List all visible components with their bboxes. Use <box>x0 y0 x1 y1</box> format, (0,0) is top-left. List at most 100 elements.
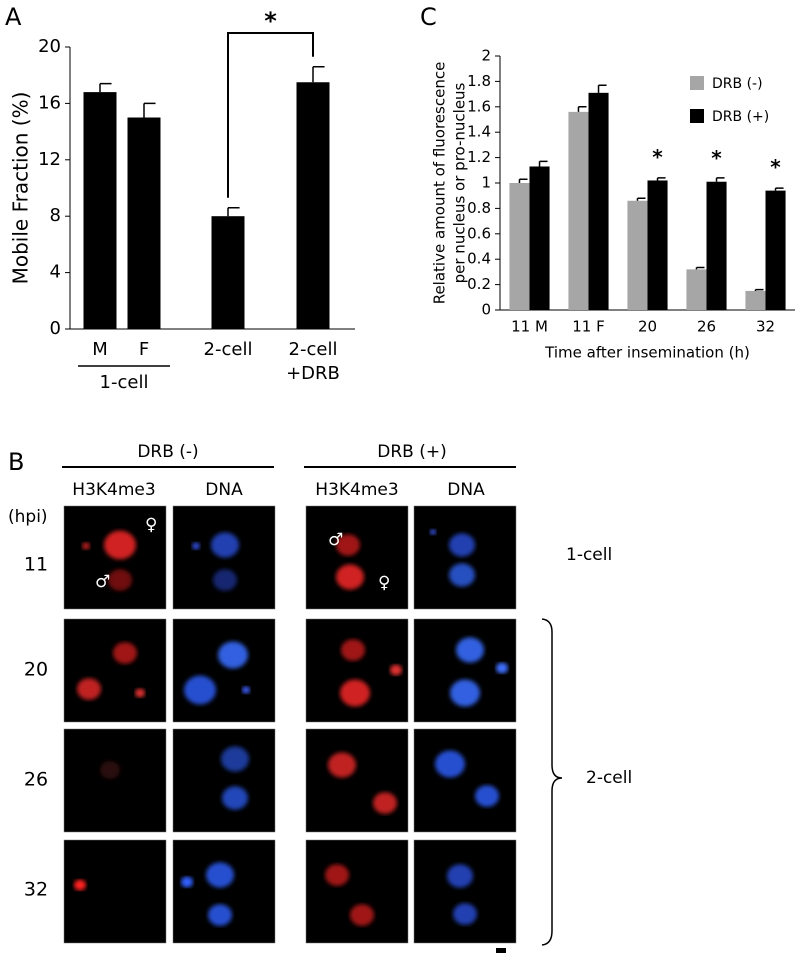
y-axis-label: per nucleus or pro-nucleus <box>451 82 469 283</box>
y-tick-label: 16 <box>38 92 61 113</box>
micrograph <box>172 839 276 944</box>
error-bar <box>695 266 705 270</box>
bar <box>568 111 589 310</box>
column-header: H3K4me3 <box>315 480 398 500</box>
bar <box>211 216 245 329</box>
micrograph <box>63 728 167 833</box>
nucleus <box>113 642 137 664</box>
micrograph <box>305 728 409 833</box>
nucleus <box>184 675 216 705</box>
nucleus <box>104 530 136 560</box>
nucleus <box>221 746 249 772</box>
x-tick-label: 26 <box>697 318 716 336</box>
micrograph <box>413 728 517 833</box>
y-tick-label: 8 <box>50 205 61 226</box>
nucleus <box>135 688 145 698</box>
error-bar <box>597 84 607 93</box>
error-bar <box>656 177 666 181</box>
column-header: DNA <box>205 480 243 500</box>
nucleus <box>328 752 356 778</box>
micrograph <box>63 839 167 944</box>
nucleus <box>192 542 200 550</box>
error-bar <box>715 177 725 182</box>
bar <box>127 117 161 329</box>
y-tick-label: 0.4 <box>467 250 491 268</box>
y-tick-label: 0.2 <box>467 275 491 293</box>
error-bar <box>227 206 240 217</box>
nucleus <box>336 534 360 556</box>
nucleus <box>211 532 239 558</box>
legend-swatch <box>690 109 704 123</box>
group-label: 1-cell <box>100 372 149 393</box>
significance: * <box>652 145 663 169</box>
y-tick-label: 12 <box>38 149 61 170</box>
nucleus <box>496 662 508 674</box>
error-bar <box>538 160 548 167</box>
micrograph <box>413 505 517 610</box>
bar <box>296 82 330 329</box>
nucleus <box>340 679 370 707</box>
significance: * <box>770 155 781 179</box>
y-axis-label: Relative amount of fluorescence <box>431 62 449 305</box>
bar <box>686 269 707 310</box>
x-tick-label: 11 F <box>572 318 604 336</box>
x-tick-label: F <box>139 339 149 360</box>
x-tick-label: M <box>92 339 108 360</box>
bar <box>529 166 550 310</box>
error-bar <box>312 65 325 83</box>
significance: * <box>264 7 277 35</box>
symbol: ♀ <box>145 515 157 535</box>
nucleus <box>390 664 402 676</box>
micrograph <box>413 839 517 944</box>
symbol: ♂ <box>95 572 110 592</box>
x-tick-label: +DRB <box>286 363 340 384</box>
row-label: 20 <box>24 659 48 681</box>
y-tick-label: 0.6 <box>467 224 491 242</box>
y-tick-label: 4 <box>50 262 61 283</box>
symbol: ♀ <box>378 573 390 593</box>
bar <box>83 92 117 330</box>
bar <box>745 290 766 310</box>
nucleus <box>341 639 365 661</box>
y-tick-label: 0.8 <box>467 199 491 217</box>
nucleus <box>222 786 248 810</box>
group-header: DRB (+) <box>377 442 446 462</box>
panel-label: C <box>420 3 437 31</box>
nucleus <box>456 637 484 663</box>
panel-label: A <box>5 3 22 31</box>
nucleus <box>447 864 473 888</box>
micrograph <box>172 618 276 723</box>
y-tick-label: 1 <box>481 174 491 192</box>
symbol: ♂ <box>328 530 343 550</box>
nucleus <box>373 792 397 814</box>
nucleus <box>350 904 374 926</box>
nucleus <box>218 641 248 669</box>
nucleus <box>336 564 364 590</box>
nucleus <box>430 529 436 535</box>
x-tick-label: 2-cell <box>204 339 253 360</box>
error-bar <box>577 106 587 112</box>
y-tick-label: 20 <box>38 36 61 57</box>
y-tick-label: 2 <box>481 47 491 65</box>
column-header: DNA <box>447 480 485 500</box>
legend-swatch <box>690 76 704 90</box>
micrograph <box>172 728 276 833</box>
y-axis-label: Mobile Fraction (%) <box>9 92 33 285</box>
nucleus <box>450 679 480 707</box>
nucleus <box>181 876 193 888</box>
nucleus <box>77 678 101 700</box>
micrograph <box>305 505 409 610</box>
row-label: 26 <box>24 769 48 791</box>
nucleus <box>325 864 349 886</box>
bar <box>765 190 786 310</box>
nucleus <box>206 862 234 888</box>
y-tick-label: 1.4 <box>467 123 491 141</box>
panel-label: B <box>8 448 24 476</box>
stage-label: 1-cell <box>566 545 612 565</box>
row-label: 32 <box>24 879 48 901</box>
y-tick-label: 0 <box>481 301 491 319</box>
y-tick-label: 1.2 <box>467 148 491 166</box>
y-tick-label: 1.8 <box>467 72 491 90</box>
bar <box>647 180 668 310</box>
